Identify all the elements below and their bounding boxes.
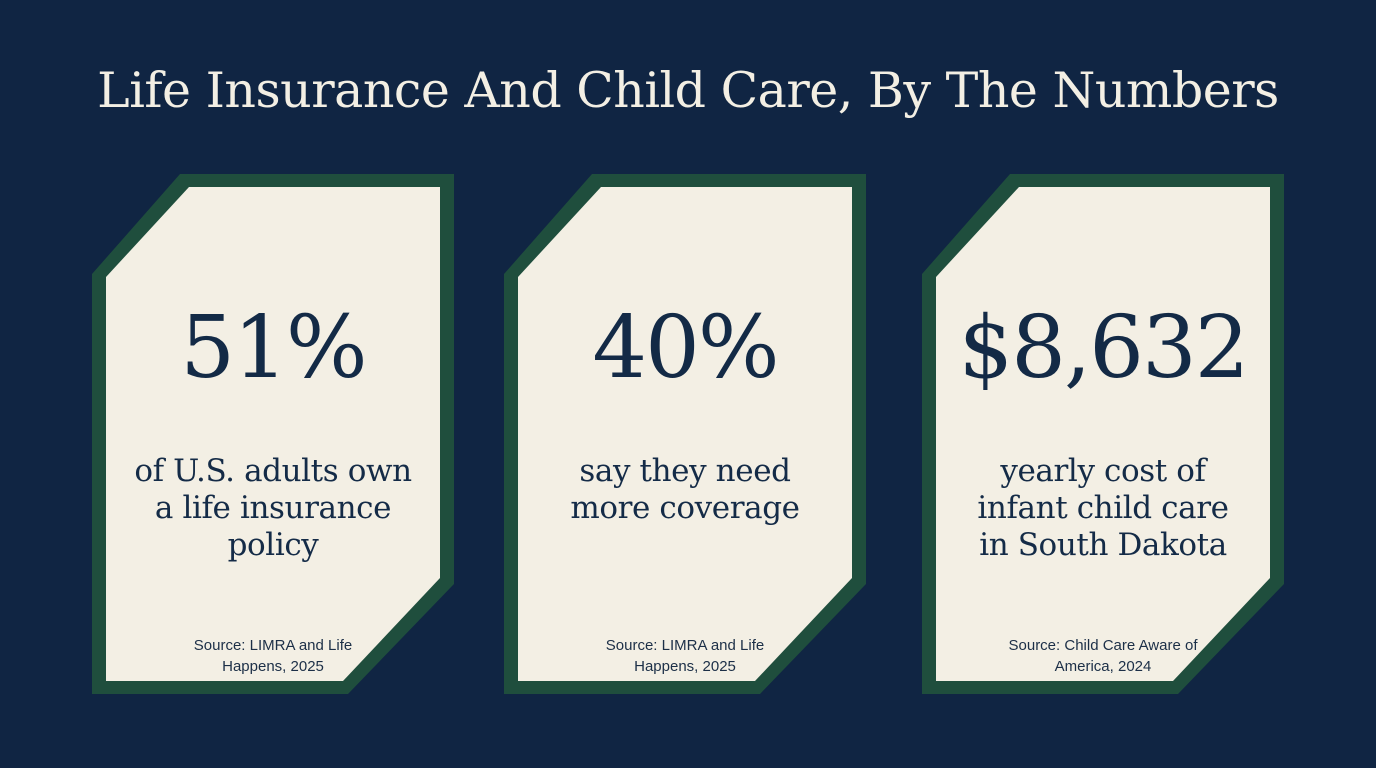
stat-value: 51% bbox=[180, 298, 367, 398]
page-title: Life Insurance And Child Care, By The Nu… bbox=[97, 62, 1279, 119]
card-frame bbox=[504, 174, 866, 694]
stat-card-coverage-needed: 40% say they need more coverage Source: … bbox=[504, 174, 866, 694]
card-frame bbox=[922, 174, 1284, 694]
stat-card-child-care-cost: $8,632 yearly cost of infant child care … bbox=[922, 174, 1284, 694]
stat-card-content: $8,632 yearly cost of infant child care … bbox=[936, 187, 1270, 681]
stat-source: Source: LIMRA and Life Happens, 2025 bbox=[605, 637, 765, 675]
stat-label: yearly cost of infant child care in Sout… bbox=[977, 453, 1229, 563]
stat-source: Source: LIMRA and Life Happens, 2025 bbox=[193, 637, 353, 675]
stat-label: say they need more coverage bbox=[570, 453, 800, 526]
card-frame bbox=[92, 174, 454, 694]
stat-source: Source: Child Care Aware of America, 202… bbox=[1008, 637, 1198, 675]
stat-label: of U.S. adults own a life insurance poli… bbox=[134, 453, 412, 563]
stat-card-content: 51% of U.S. adults own a life insurance … bbox=[106, 187, 440, 681]
stat-card-adults-owning-policy: 51% of U.S. adults own a life insurance … bbox=[92, 174, 454, 694]
stat-card-content: 40% say they need more coverage Source: … bbox=[518, 187, 852, 681]
stat-value: 40% bbox=[592, 298, 779, 398]
stat-value: $8,632 bbox=[958, 298, 1250, 398]
